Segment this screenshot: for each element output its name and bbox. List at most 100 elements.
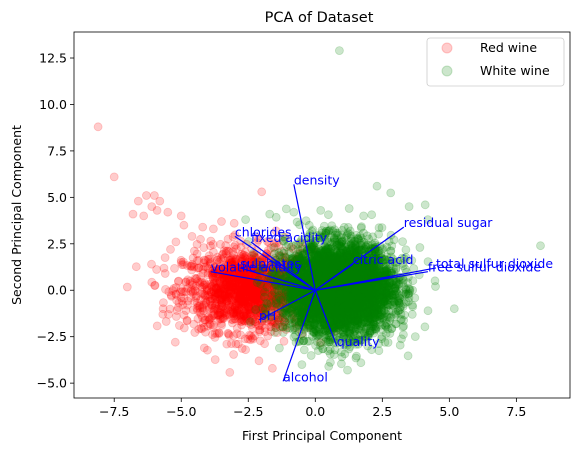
point-red-wine [147, 259, 156, 269]
point-red-wine [274, 315, 284, 325]
point-red-wine [260, 303, 269, 313]
point-red-wine [207, 289, 217, 299]
point-red-wine [232, 305, 242, 314]
point-red-wine [194, 255, 204, 265]
point-red-wine [269, 238, 279, 248]
point-red-wine [232, 323, 242, 333]
point-red-wine [195, 308, 205, 317]
point-red-wine [199, 306, 208, 316]
point-red-wine [316, 338, 326, 348]
point-red-wine [230, 303, 240, 313]
scatter-points [93, 46, 545, 377]
point-red-wine [152, 321, 162, 331]
point-red-wine [209, 280, 218, 289]
point-red-wine [237, 317, 247, 326]
point-red-wine [250, 290, 260, 300]
point-red-wine [241, 345, 251, 355]
point-red-wine [275, 289, 285, 299]
point-red-wine [222, 296, 232, 306]
point-red-wine [158, 298, 168, 308]
point-red-wine [237, 256, 247, 266]
point-red-wine [257, 187, 267, 197]
point-red-wine [269, 302, 279, 312]
point-red-wine [200, 280, 210, 290]
point-red-wine [244, 330, 254, 340]
point-red-wine [243, 285, 253, 295]
point-red-wine [170, 263, 179, 273]
point-red-wine [278, 292, 288, 302]
point-red-wine [255, 336, 265, 346]
point-red-wine [237, 304, 246, 313]
point-red-wine [236, 312, 246, 322]
point-red-wine [229, 308, 239, 318]
point-red-wine [199, 322, 209, 332]
point-white-wine [336, 359, 346, 369]
point-red-wine [254, 356, 264, 366]
point-red-wine [264, 287, 273, 296]
point-red-wine [240, 297, 250, 307]
point-red-wine [242, 283, 252, 293]
point-red-wine [247, 283, 257, 293]
point-red-wine [254, 304, 264, 314]
point-red-wine [217, 320, 227, 330]
point-red-wine [228, 305, 238, 315]
point-red-wine [290, 301, 300, 311]
point-white-wine [420, 322, 430, 332]
point-white-wine [403, 351, 413, 361]
point-red-wine [235, 289, 245, 299]
point-red-wine [244, 289, 253, 299]
point-red-wine [248, 287, 258, 297]
point-red-wine [283, 259, 293, 269]
point-red-wine [247, 290, 257, 299]
point-red-wine [250, 281, 260, 291]
point-red-wine [245, 295, 255, 305]
point-red-wine [253, 305, 263, 315]
point-red-wine [260, 323, 270, 333]
point-red-wine [258, 283, 267, 293]
point-red-wine [233, 339, 243, 349]
point-red-wine [256, 264, 266, 274]
point-red-wine [220, 262, 230, 272]
point-red-wine [194, 263, 204, 273]
point-red-wine [269, 312, 279, 322]
point-red-wine [278, 297, 288, 307]
point-red-wine [161, 284, 170, 294]
point-red-wine [282, 293, 292, 303]
point-red-wine [238, 296, 247, 306]
point-red-wine [265, 294, 275, 304]
point-red-wine [199, 243, 209, 253]
point-red-wine [207, 300, 217, 310]
point-red-wine [291, 255, 301, 265]
point-red-wine [249, 250, 259, 260]
point-red-wine [280, 296, 289, 306]
point-red-wine [246, 289, 256, 299]
point-red-wine [258, 286, 268, 296]
point-red-wine [331, 326, 341, 336]
point-red-wine [171, 312, 181, 321]
point-red-wine [242, 311, 252, 321]
point-red-wine [241, 251, 251, 261]
point-red-wine [277, 269, 287, 278]
point-red-wine [219, 290, 229, 300]
point-red-wine [239, 252, 249, 262]
point-red-wine [257, 287, 267, 297]
point-red-wine [255, 325, 265, 335]
point-red-wine [251, 260, 261, 270]
point-red-wine [225, 279, 235, 289]
point-red-wine [225, 255, 235, 265]
point-red-wine [163, 207, 173, 217]
point-red-wine [210, 328, 220, 338]
point-red-wine [258, 285, 267, 294]
point-red-wine [224, 309, 234, 319]
point-red-wine [196, 323, 206, 333]
point-red-wine [231, 262, 241, 272]
point-red-wine [230, 304, 240, 314]
point-red-wine [212, 276, 222, 286]
point-red-wine [187, 259, 197, 269]
point-red-wine [256, 294, 266, 304]
point-white-wine [398, 237, 408, 247]
point-red-wine [187, 280, 197, 290]
point-red-wine [244, 291, 254, 301]
point-red-wine [218, 314, 228, 324]
point-red-wine [257, 293, 267, 303]
